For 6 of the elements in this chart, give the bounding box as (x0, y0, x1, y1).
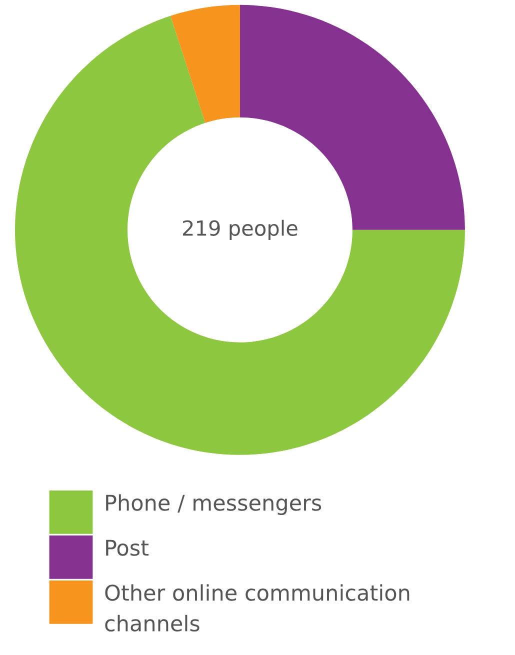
text: 219 people (183, 220, 298, 240)
legend-label: Other online communication channels (105, 584, 410, 632)
donut-slice (15, 16, 465, 455)
legend-label: Post (106, 540, 149, 556)
legend-label: Phone / messengers (106, 494, 322, 516)
donut-slice (170, 4, 240, 123)
